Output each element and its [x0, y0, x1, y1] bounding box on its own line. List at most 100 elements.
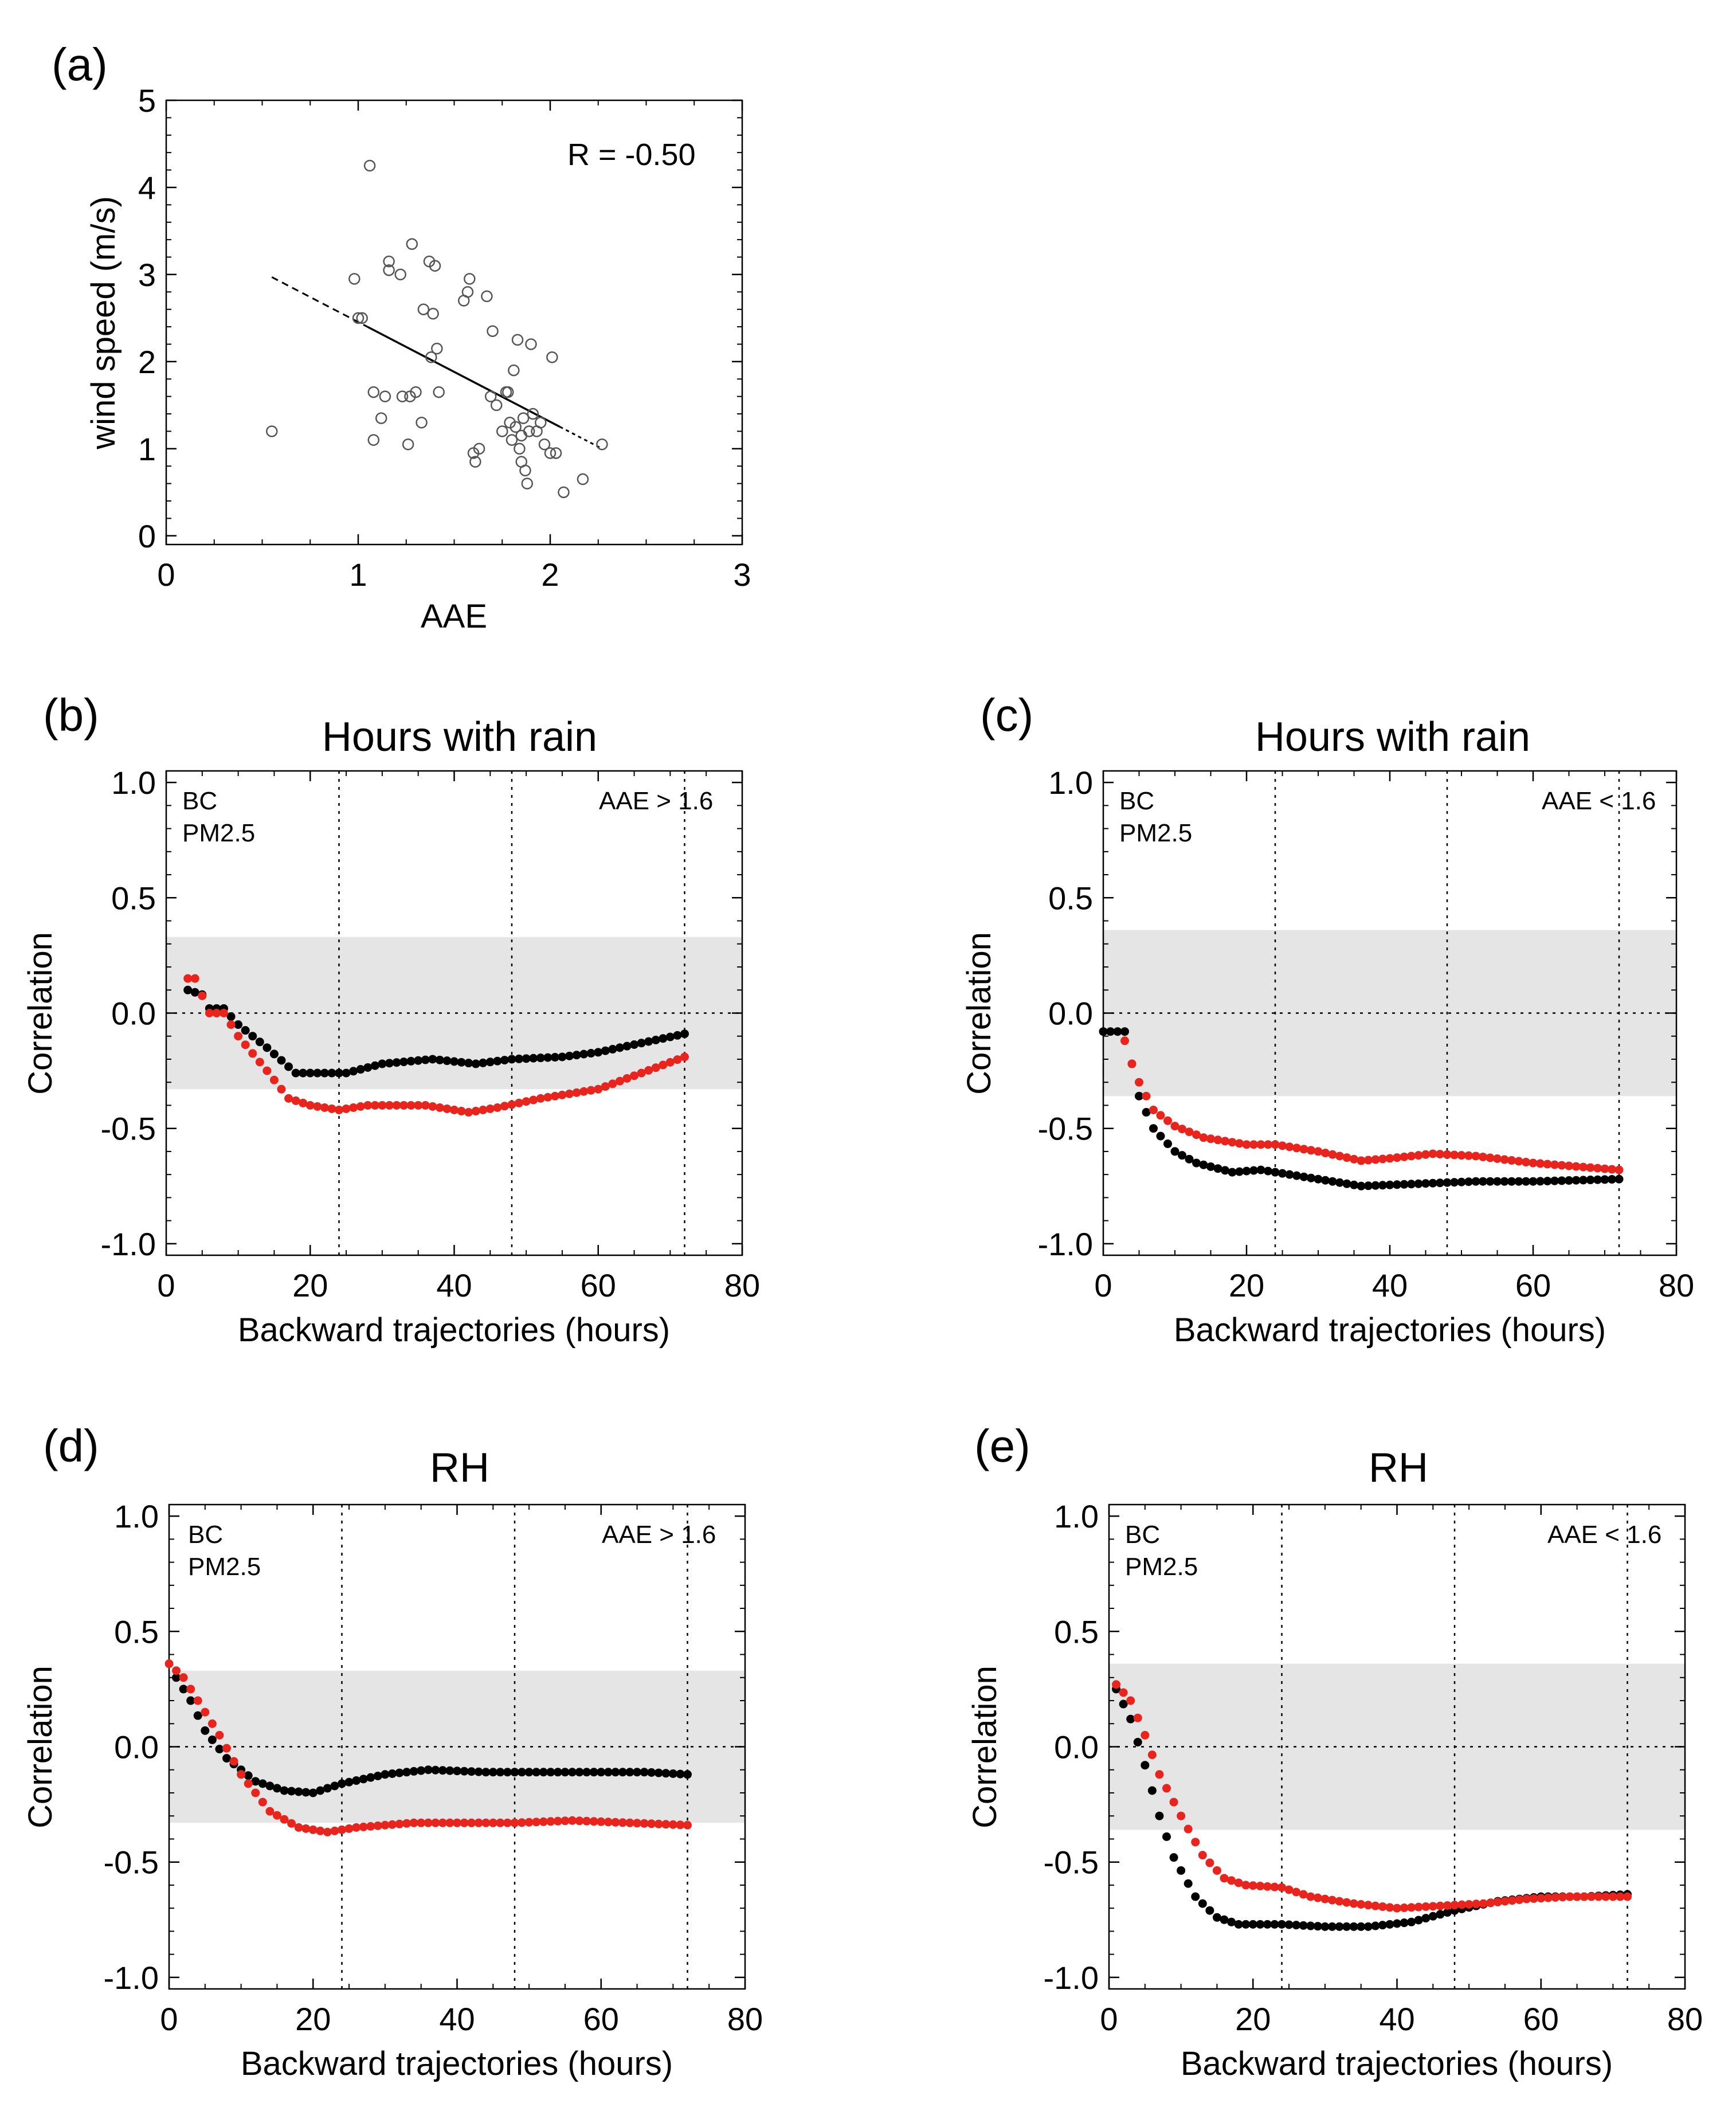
- pm25-point: [1464, 1151, 1473, 1160]
- bc-point: [1313, 1922, 1322, 1931]
- bc-point: [1514, 1177, 1523, 1186]
- bc-point: [1184, 1879, 1193, 1888]
- x-tick-label: 80: [1659, 1267, 1694, 1303]
- bc-point: [1142, 1108, 1151, 1117]
- data-point: [417, 303, 430, 315]
- pm25-point: [1328, 1150, 1337, 1159]
- pm25-point: [464, 1108, 473, 1117]
- y-tick-label: 0.5: [114, 1613, 159, 1650]
- plot-frame-c: [1102, 770, 1678, 1256]
- bc-point: [637, 1039, 646, 1048]
- pm25-point: [572, 1088, 581, 1097]
- x-axis-label-d: Backward trajectories (hours): [241, 2045, 673, 2082]
- bc-point: [1299, 1921, 1308, 1930]
- bc-point: [1198, 1899, 1207, 1908]
- pm25-point: [301, 1824, 311, 1833]
- x-axis-label-c: Backward trajectories (hours): [1174, 1311, 1606, 1349]
- y-tick-label: 4: [138, 170, 156, 206]
- pm25-point: [1199, 1133, 1208, 1142]
- bc-point: [594, 1048, 603, 1057]
- pm25-point: [338, 1825, 346, 1834]
- data-point: [525, 338, 537, 350]
- bc-point: [1199, 1160, 1208, 1169]
- pm25-point: [428, 1102, 437, 1111]
- bc-point: [1464, 1177, 1473, 1186]
- pm25-point: [1198, 1851, 1207, 1860]
- x-tick-label: 20: [292, 1267, 328, 1303]
- x-tick-label: 3: [733, 557, 751, 593]
- bc-point: [582, 1768, 591, 1777]
- bc-point: [604, 1768, 613, 1777]
- bc-point: [522, 1054, 531, 1063]
- pm25-point: [594, 1084, 603, 1094]
- bc-point: [385, 1059, 394, 1068]
- pm25-point: [381, 1820, 390, 1830]
- axes-c: 0 20 40 60 80 -1.0 -0.5 0.0 0.5 1.0: [1038, 765, 1695, 1303]
- bc-point: [471, 1059, 480, 1068]
- x-tick-label: 0: [157, 557, 175, 593]
- bc-point: [1212, 1913, 1221, 1922]
- bc-point: [1213, 1164, 1222, 1173]
- pm25-point: [1228, 1138, 1237, 1147]
- bc-point: [1228, 1168, 1237, 1177]
- pm25-point: [378, 1100, 387, 1110]
- pm25-point: [1428, 1902, 1437, 1911]
- pm25-point: [1457, 1900, 1467, 1909]
- pm25-point: [1184, 1824, 1193, 1834]
- data-point: [410, 386, 422, 398]
- bc-point: [241, 1026, 250, 1035]
- pm25-point: [1421, 1150, 1430, 1159]
- panel-title-c: Hours with rain: [1255, 714, 1530, 760]
- pm25-point: [1349, 1899, 1358, 1908]
- pm25-point: [1292, 1143, 1301, 1153]
- pm25-point: [1608, 1165, 1616, 1174]
- bc-point: [1335, 1922, 1344, 1931]
- y-tick-label: -1.0: [104, 1960, 159, 1996]
- pm25-point: [1600, 1164, 1609, 1173]
- data-point: [538, 438, 551, 451]
- bc-point: [474, 1767, 483, 1776]
- data-point: [396, 390, 409, 402]
- legend-bc-c: BC: [1119, 787, 1154, 815]
- pm25-point: [1191, 1838, 1200, 1847]
- pm25-point: [1271, 1140, 1280, 1149]
- pm25-point: [1529, 1158, 1538, 1168]
- pm25-point: [1350, 1154, 1358, 1164]
- pm25-point: [1299, 1890, 1308, 1899]
- bc-point: [299, 1068, 308, 1078]
- y-axis-label-a: wind speed (m/s): [85, 196, 122, 450]
- series-points-d: [164, 1659, 692, 1836]
- pm25-point: [313, 1102, 322, 1111]
- pm25-point: [1543, 1893, 1553, 1902]
- data-point: [487, 325, 499, 337]
- data-point: [461, 286, 474, 298]
- pm25-point: [1163, 1116, 1172, 1125]
- pm25-point: [507, 1100, 516, 1109]
- bc-point: [1314, 1174, 1323, 1184]
- x-tick-label: 40: [1379, 2001, 1414, 2037]
- x-tick-label: 0: [1100, 2001, 1118, 2037]
- y-tick-label: 0.5: [111, 880, 156, 916]
- pm25-point: [255, 1058, 264, 1067]
- panel-letter-a: (a): [52, 39, 108, 90]
- bc-point: [215, 1745, 224, 1754]
- bc-point: [1378, 1181, 1387, 1190]
- pm25-point: [467, 1818, 476, 1827]
- pm25-point: [1135, 1078, 1143, 1087]
- pm25-point: [1601, 1892, 1610, 1901]
- pm25-point: [373, 1821, 382, 1830]
- pm25-point: [1522, 1894, 1531, 1904]
- pm25-point: [1400, 1903, 1409, 1912]
- pm25-point: [237, 1770, 246, 1779]
- bc-point: [586, 1049, 595, 1058]
- data-point: [517, 412, 530, 424]
- pm25-point: [442, 1104, 452, 1113]
- bc-point: [1536, 1177, 1545, 1186]
- data-point: [519, 464, 531, 477]
- pm25-point: [222, 1744, 231, 1753]
- bc-point: [438, 1766, 447, 1775]
- bc-point: [1119, 1699, 1128, 1709]
- pm25-point: [1565, 1892, 1574, 1901]
- pm25-point: [1141, 1730, 1150, 1740]
- pm25-point: [445, 1818, 454, 1827]
